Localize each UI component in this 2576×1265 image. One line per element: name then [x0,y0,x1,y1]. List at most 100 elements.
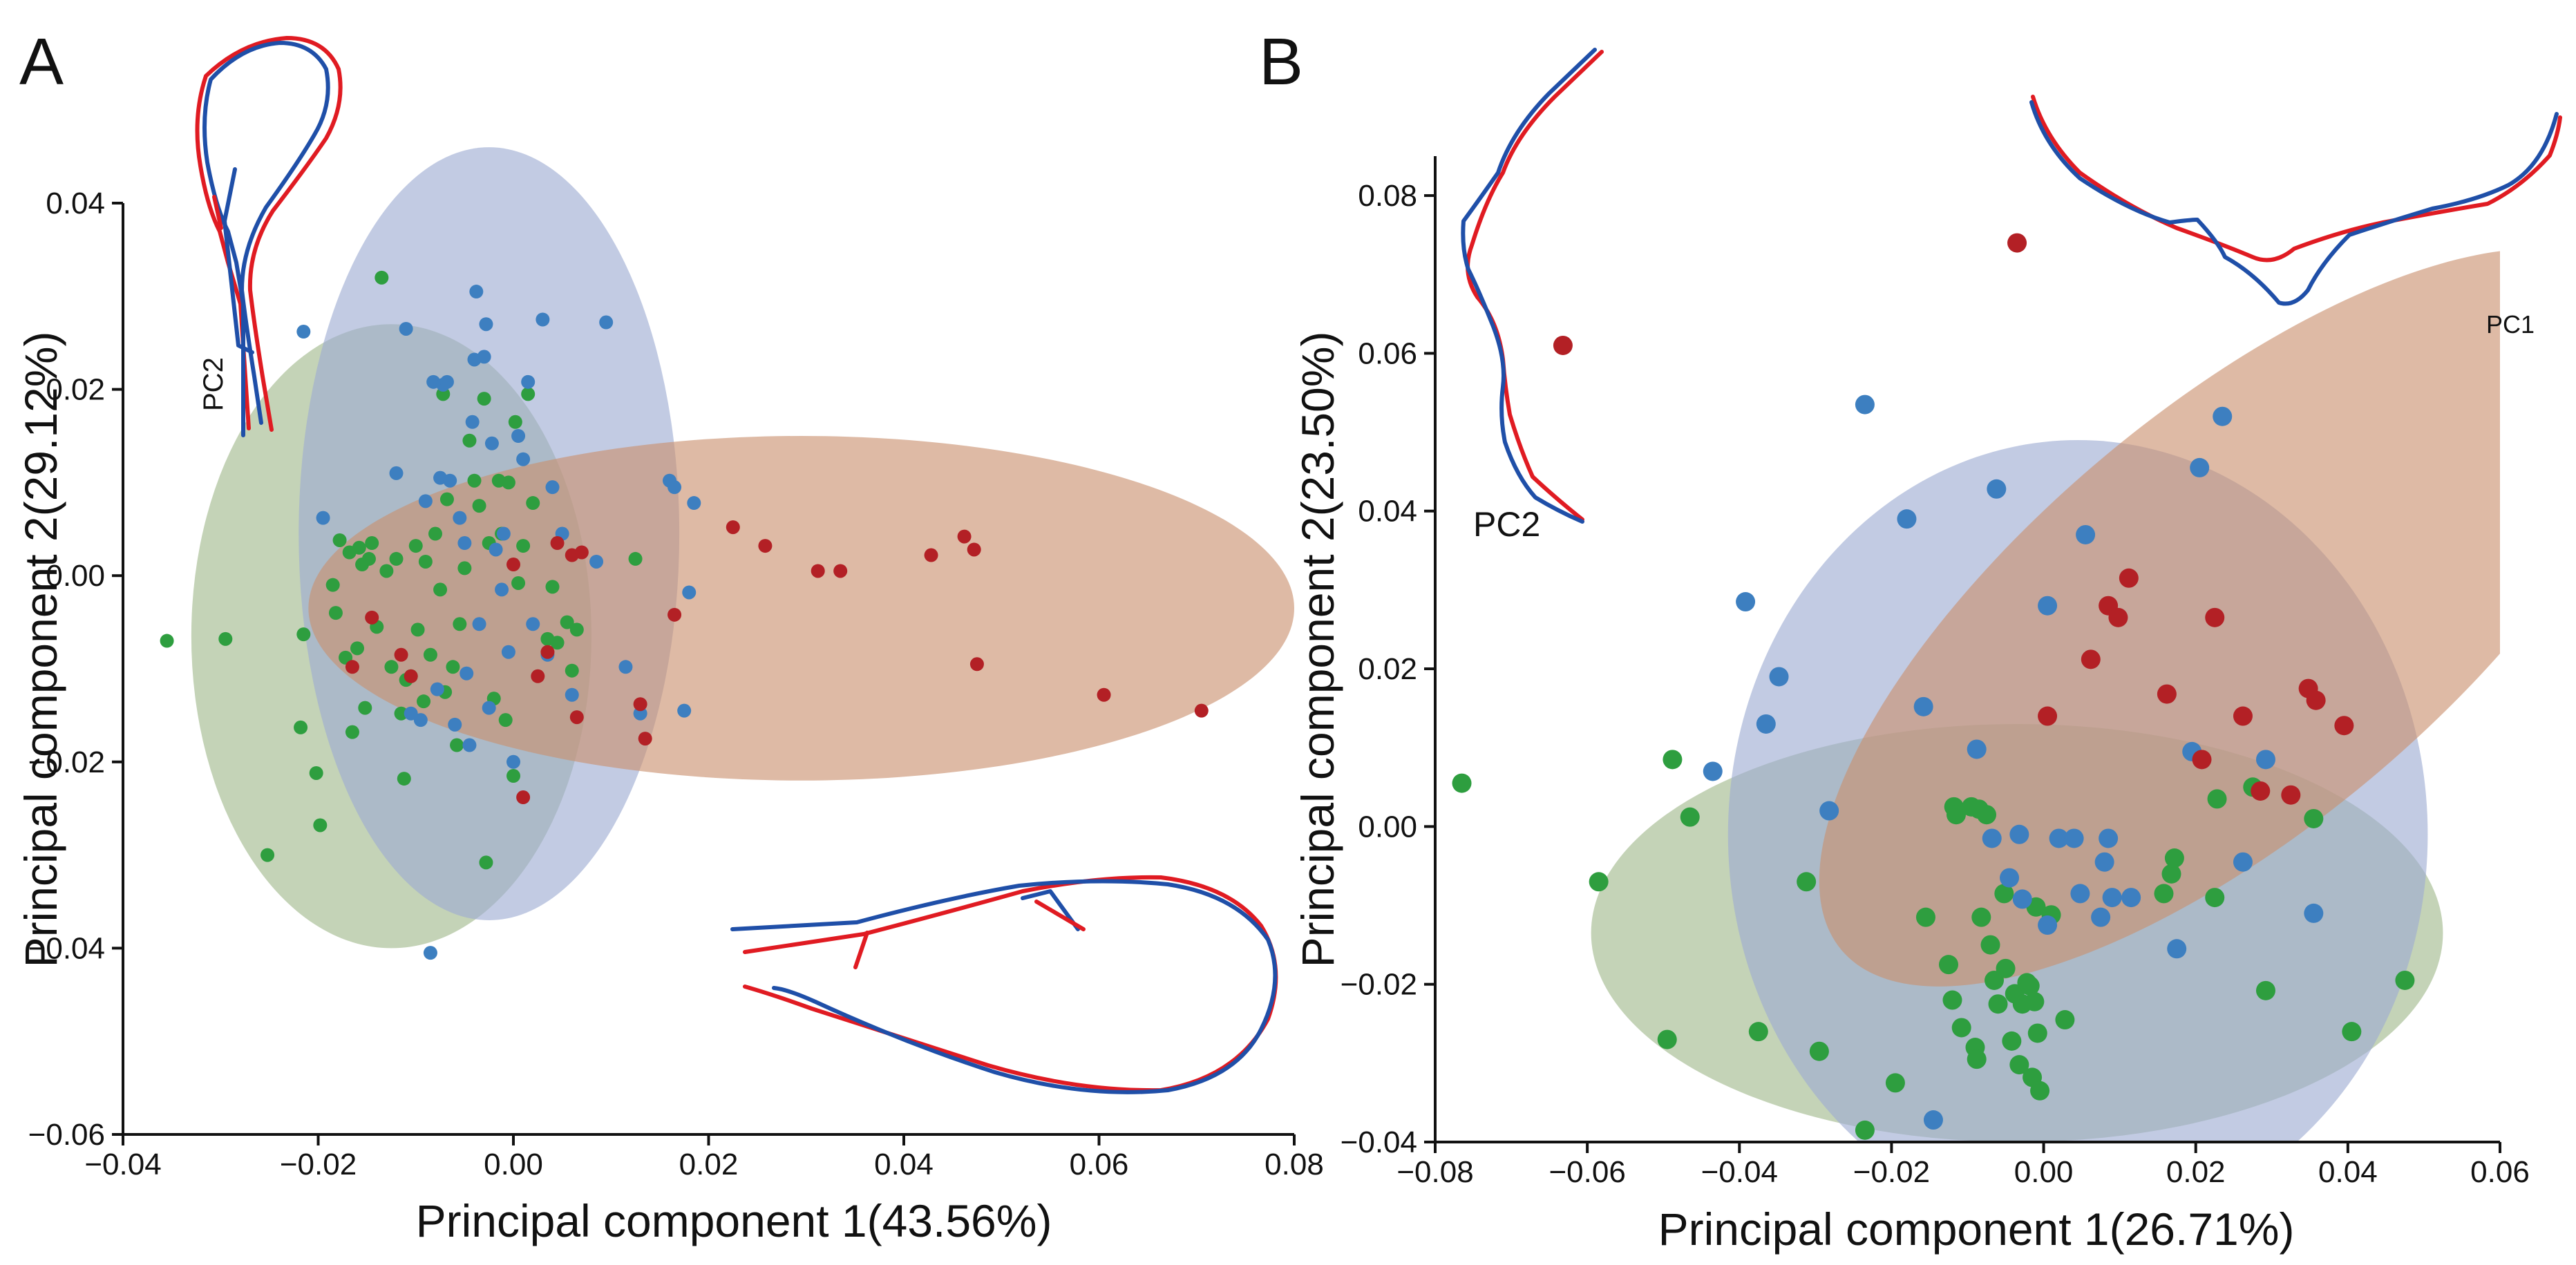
data-point-green [345,725,359,739]
data-point-blue [2000,868,2020,888]
data-point-green [521,387,536,401]
data-point-red [667,607,682,622]
data-point-green [439,492,454,506]
data-point-blue [536,312,550,327]
data-point-red [811,564,825,578]
data-point-green [328,606,343,620]
data-point-blue [496,526,511,541]
data-point-blue [443,473,457,488]
data-point-blue [413,713,428,727]
data-point-green [1657,1029,1677,1049]
confidence-ellipse-red [1819,248,2500,987]
data-point-green [516,539,531,553]
panel-b-y-axis-title: Principal component 2(23.50%) [1292,332,1343,968]
data-point-blue [477,350,491,364]
data-point-blue [484,436,499,450]
data-point-green [1589,872,1609,892]
panel-b-pc1-landmark-inset [2029,95,2562,306]
pc2-outline-red-branch [212,195,223,230]
data-point-blue [418,494,433,508]
data-point-blue [545,480,560,495]
panel-a-ellipses [191,147,1294,949]
data-point-blue [2091,907,2111,927]
data-point-blue [2255,750,2275,770]
data-point-green [526,496,540,511]
panel-a-inset-pc2-label: PC2 [198,357,229,411]
data-point-green [1452,773,1472,793]
y-tick-label: −0.02 [28,745,105,779]
data-point-green [410,622,425,637]
data-point-blue [687,496,701,511]
data-point-red [2306,690,2326,710]
data-point-blue [667,480,682,495]
pc2-outline-blue [202,41,330,437]
data-point-green [160,634,174,648]
panel-b-y-ticks: −0.04 −0.02 0.00 0.02 0.04 0.06 0.08 [1341,179,1435,1159]
pc1-outline-blue [730,879,1278,1094]
y-tick-label: 0.02 [46,373,105,407]
data-point-green [2255,980,2275,1000]
data-point-blue [1769,667,1789,687]
data-point-green [565,663,579,678]
data-point-green [433,582,448,597]
data-point-blue [2038,596,2058,616]
panel-a-letter: A [19,25,64,99]
data-point-green [1855,1120,1875,1140]
data-point-blue [2038,915,2058,935]
data-point-green [2207,789,2227,809]
data-point-red [638,732,652,746]
data-point-green [2027,1023,2047,1043]
x-tick-label: −0.06 [1549,1155,1625,1189]
data-point-blue [2304,903,2324,923]
data-point-blue [453,511,467,525]
data-point-red [726,520,740,535]
data-point-green [313,818,328,833]
data-point-blue [1736,592,1756,612]
panel-a-x-axis-title: Principal component 1(43.56%) [416,1195,1052,1246]
data-point-blue [472,617,486,631]
x-tick-label: 0.04 [2318,1155,2378,1189]
y-tick-label: −0.02 [1341,968,1417,1002]
data-point-red [540,645,555,659]
data-point-blue [2102,888,2122,908]
y-tick-label: −0.06 [28,1118,105,1152]
data-point-green [472,499,486,513]
data-point-green [2055,1010,2075,1030]
data-point-blue [2009,824,2029,844]
data-point-red [2205,607,2225,627]
panel-b: B PC2 PC1 −0.08 −0.06 −0.04 −0.02 0.00 0.02 0.… [1259,25,2562,1255]
data-point-green [218,631,233,646]
panel-a-y-ticks: −0.06 −0.04 −0.02 0.00 0.02 0.04 [28,187,123,1152]
data-point-blue [501,645,515,659]
pc2-landmark-blue [1461,48,1597,524]
x-tick-label: 0.00 [484,1148,543,1181]
data-point-blue [439,374,454,389]
panel-a: A PC2 −0.04 −0.02 0.00 0.02 0.04 0.06 0.08 −0.… [15,25,1324,1246]
x-tick-label: −0.02 [1853,1155,1930,1189]
data-point-green [325,578,340,592]
data-point-blue [506,754,520,769]
data-point-red [569,710,584,725]
data-point-blue [457,536,472,551]
data-point-blue [2190,457,2210,477]
data-point-blue [462,738,477,752]
data-point-blue [2076,524,2096,544]
data-point-green [2009,1055,2029,1075]
panel-b-pc2-landmark-inset [1461,48,1604,524]
data-point-green [379,564,394,578]
data-point-red [2251,781,2271,801]
data-point-green [384,660,399,674]
panel-b-letter: B [1259,25,1303,99]
data-point-green [2164,848,2184,868]
data-point-blue [521,374,536,389]
data-point-green [428,526,442,541]
data-point-red [394,647,408,662]
data-point-blue [682,585,697,600]
data-point-blue [677,703,692,718]
data-point-blue [489,542,503,557]
data-point-green [2002,1031,2022,1051]
panel-b-axes [1434,156,2500,1143]
y-tick-label: 0.04 [46,187,105,220]
data-point-green [1946,805,1966,825]
data-point-red [1194,703,1209,718]
